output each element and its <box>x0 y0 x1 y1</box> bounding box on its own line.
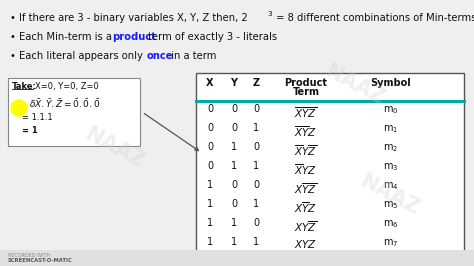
Text: 0: 0 <box>253 180 259 190</box>
Text: Product: Product <box>284 78 328 88</box>
Text: term of exactly 3 - literals: term of exactly 3 - literals <box>145 32 277 42</box>
Text: 0: 0 <box>253 104 259 114</box>
Text: Y: Y <box>230 78 237 88</box>
Text: 1: 1 <box>253 161 259 171</box>
Text: 0: 0 <box>253 142 259 152</box>
Text: X=0, Y=0, Z=0: X=0, Y=0, Z=0 <box>35 82 99 91</box>
Text: $XY\overline{Z}$: $XY\overline{Z}$ <box>294 219 318 234</box>
Circle shape <box>11 100 27 116</box>
Text: = 1: = 1 <box>22 126 38 135</box>
Text: Symbol: Symbol <box>371 78 411 88</box>
Text: 0: 0 <box>253 218 259 228</box>
Text: 1: 1 <box>231 237 237 247</box>
Text: Z: Z <box>253 78 260 88</box>
Text: m$_1$: m$_1$ <box>383 123 399 135</box>
Text: 1: 1 <box>207 199 213 209</box>
Text: • Each Min-term is a: • Each Min-term is a <box>10 32 115 42</box>
Text: product: product <box>112 32 156 42</box>
Text: 1: 1 <box>231 142 237 152</box>
Text: 1: 1 <box>253 237 259 247</box>
Text: $X\overline{Y}Z$: $X\overline{Y}Z$ <box>294 200 318 215</box>
Text: $X\overline{Y}\overline{Z}$: $X\overline{Y}\overline{Z}$ <box>294 181 318 196</box>
Text: 0: 0 <box>231 180 237 190</box>
Text: X: X <box>206 78 214 88</box>
Text: m$_6$: m$_6$ <box>383 218 399 230</box>
Text: NAAZ: NAAZ <box>82 124 148 172</box>
Text: 0: 0 <box>231 123 237 133</box>
Text: 0: 0 <box>231 104 237 114</box>
Text: 3: 3 <box>267 11 272 17</box>
Text: RECORDED WITH: RECORDED WITH <box>8 253 50 258</box>
Text: 0: 0 <box>207 142 213 152</box>
Text: 1: 1 <box>207 180 213 190</box>
Text: 0: 0 <box>207 123 213 133</box>
Text: m$_7$: m$_7$ <box>383 237 399 249</box>
Text: $XYZ$: $XYZ$ <box>294 238 318 250</box>
Text: 1: 1 <box>231 218 237 228</box>
Text: m$_3$: m$_3$ <box>383 161 399 173</box>
Text: SCREENCAST-O-MATIC: SCREENCAST-O-MATIC <box>8 258 73 263</box>
Text: • If there are 3 - binary variables X, Y, Z then, 2: • If there are 3 - binary variables X, Y… <box>10 13 248 23</box>
Text: m$_4$: m$_4$ <box>383 180 399 192</box>
Text: m$_5$: m$_5$ <box>383 199 399 211</box>
Text: m$_2$: m$_2$ <box>383 142 399 154</box>
Text: = 8 different combinations of Min-terms.: = 8 different combinations of Min-terms. <box>273 13 474 23</box>
FancyBboxPatch shape <box>8 78 140 146</box>
Text: 1: 1 <box>253 123 259 133</box>
Text: 0: 0 <box>231 199 237 209</box>
Bar <box>0 250 474 266</box>
Text: $\overline{X}YZ$: $\overline{X}YZ$ <box>294 162 318 177</box>
Text: 0: 0 <box>207 104 213 114</box>
Text: $\overline{X}Y\overline{Z}$: $\overline{X}Y\overline{Z}$ <box>294 143 318 158</box>
Text: NAAZ: NAAZ <box>322 61 388 109</box>
Text: Term: Term <box>292 87 319 97</box>
Text: 0: 0 <box>207 161 213 171</box>
Text: in a term: in a term <box>168 51 216 61</box>
Text: once: once <box>147 51 173 61</box>
Text: $\delta\bar{X}.\bar{Y}.\bar{Z} = \bar{0}.\bar{0}.\bar{0}$: $\delta\bar{X}.\bar{Y}.\bar{Z} = \bar{0}… <box>29 97 100 110</box>
Text: 1: 1 <box>231 161 237 171</box>
Text: 1: 1 <box>207 218 213 228</box>
Text: $\overline{X}\overline{Y}\overline{Z}$: $\overline{X}\overline{Y}\overline{Z}$ <box>294 105 318 120</box>
Text: 1: 1 <box>253 199 259 209</box>
Text: m$_0$: m$_0$ <box>383 104 399 116</box>
Text: $\overline{X}\overline{Y}Z$: $\overline{X}\overline{Y}Z$ <box>294 124 318 139</box>
Text: • Each literal appears only: • Each literal appears only <box>10 51 146 61</box>
Text: = 1.1.1: = 1.1.1 <box>22 113 53 122</box>
Text: NAAZ: NAAZ <box>357 171 423 219</box>
FancyBboxPatch shape <box>196 73 464 264</box>
Text: 1: 1 <box>207 237 213 247</box>
Text: Take:: Take: <box>12 82 37 91</box>
